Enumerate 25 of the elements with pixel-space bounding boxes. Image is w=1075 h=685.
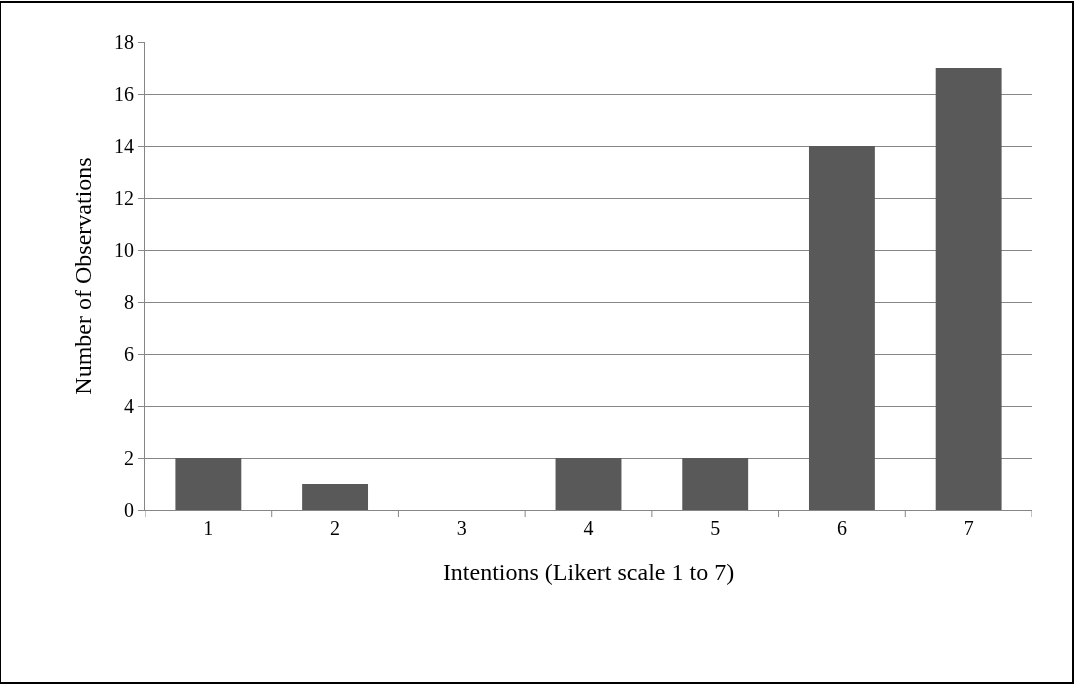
x-tick-label: 2 — [330, 517, 341, 539]
x-tick-label: 3 — [456, 517, 467, 539]
y-tick-label: 14 — [114, 135, 134, 157]
x-tick-label: 1 — [203, 517, 214, 539]
y-tick-label: 12 — [114, 187, 134, 209]
y-tick-label: 6 — [124, 343, 134, 365]
bar — [555, 458, 622, 510]
x-tick-label: 4 — [583, 517, 594, 539]
x-tick-label: 6 — [836, 517, 847, 539]
y-axis-title: Number of Observations — [70, 157, 97, 395]
bar — [175, 458, 242, 510]
bar — [302, 484, 369, 510]
x-tick-label: 7 — [963, 517, 974, 539]
y-tick-label: 0 — [124, 499, 134, 521]
bar — [935, 68, 1002, 510]
y-tick-label: 8 — [124, 291, 134, 313]
bar — [808, 146, 875, 510]
y-tick-label: 18 — [114, 31, 134, 53]
y-tick-label: 16 — [114, 83, 134, 105]
y-tick-label: 2 — [124, 447, 134, 469]
y-tick-label: 10 — [114, 239, 134, 261]
x-tick-label: 5 — [710, 517, 721, 539]
x-axis-title: Intentions (Likert scale 1 to 7) — [442, 559, 735, 586]
y-tick-label: 4 — [124, 395, 134, 417]
bar — [682, 458, 749, 510]
